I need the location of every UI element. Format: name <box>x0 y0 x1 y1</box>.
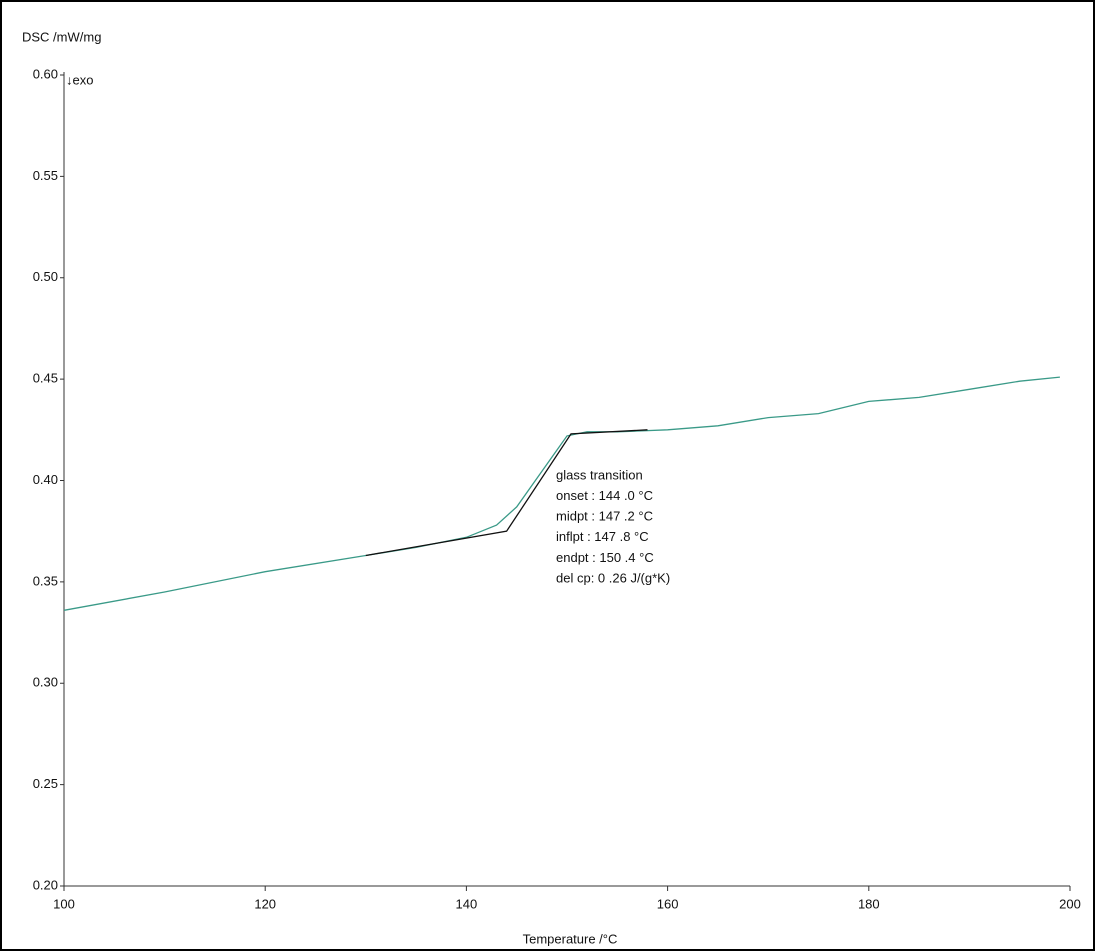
x-tick-label: 140 <box>456 896 478 911</box>
y-tick-label: 0.45 <box>33 371 58 386</box>
x-tick-label: 160 <box>657 896 679 911</box>
x-tick-label: 120 <box>254 896 276 911</box>
annotation: endpt : 150 .4 °C <box>556 550 654 565</box>
y-tick-label: 0.50 <box>33 269 58 284</box>
x-tick-label: 100 <box>53 896 75 911</box>
annotation: del cp: 0 .26 J/(g*K) <box>556 570 670 585</box>
annotation: glass transition <box>556 467 643 482</box>
annotation: midpt : 147 .2 °C <box>556 509 653 524</box>
x-tick-label: 200 <box>1059 896 1081 911</box>
y-tick-label: 0.55 <box>33 168 58 183</box>
data-line <box>365 429 648 557</box>
x-tick-label: 180 <box>858 896 880 911</box>
exo-label: ↓exo <box>66 72 93 87</box>
y-tick-label: 0.40 <box>33 472 58 487</box>
y-tick-label: 0.35 <box>33 573 58 588</box>
y-tick-label: 0.25 <box>33 776 58 791</box>
y-tick-label: 0.20 <box>33 877 58 892</box>
x-axis-label: Temperature /°C <box>523 931 618 946</box>
annotation: onset : 144 .0 °C <box>556 488 653 503</box>
annotation: inflpt : 147 .8 °C <box>556 529 649 544</box>
y-tick-label: 0.30 <box>33 675 58 690</box>
y-tick-label: 0.60 <box>33 66 58 81</box>
y-axis-label: DSC /mW/mg <box>22 29 101 44</box>
